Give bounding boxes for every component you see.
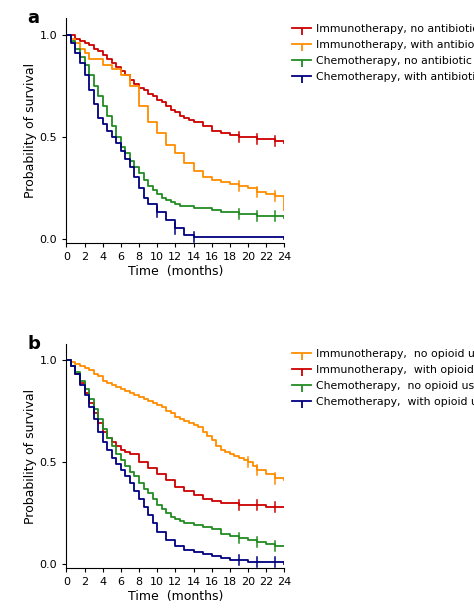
Legend: Immunotherapy, no antibiotic use, Immunotherapy, with antibiotic use, Chemothera: Immunotherapy, no antibiotic use, Immuno… — [292, 24, 474, 82]
X-axis label: Time  (months): Time (months) — [128, 590, 223, 603]
Text: b: b — [27, 335, 40, 353]
Y-axis label: Probability of survival: Probability of survival — [24, 63, 37, 198]
Legend: Immunotherapy,  no opioid use, Immunotherapy,  with opioid use, Chemotherapy,  n: Immunotherapy, no opioid use, Immunother… — [292, 349, 474, 407]
Y-axis label: Probability of survival: Probability of survival — [24, 389, 37, 524]
X-axis label: Time  (months): Time (months) — [128, 265, 223, 277]
Text: a: a — [27, 9, 39, 27]
